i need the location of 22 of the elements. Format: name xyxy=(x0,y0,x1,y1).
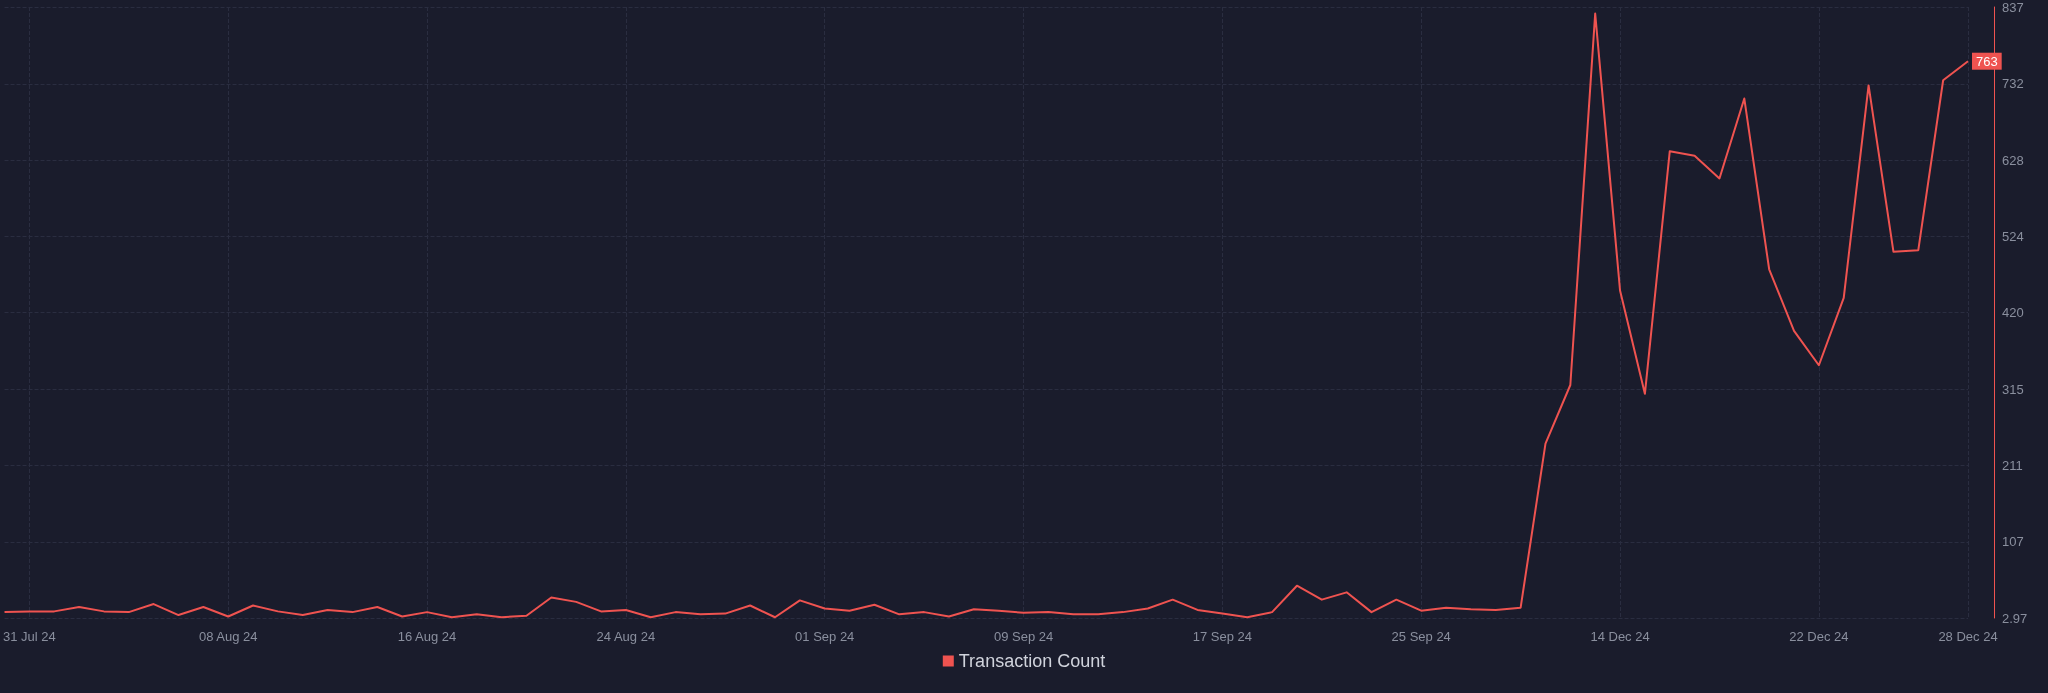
y-tick-label: 2.97 xyxy=(2002,610,2028,626)
x-tick-label: 16 Aug 24 xyxy=(397,629,457,644)
y-tick-label: 732 xyxy=(2002,76,2024,92)
x-tick-label: 24 Aug 24 xyxy=(596,629,656,644)
x-tick-label: 14 Dec 24 xyxy=(1590,629,1650,644)
data-label: 763 xyxy=(1976,53,1998,69)
y-tick-label: 315 xyxy=(2002,381,2024,397)
y-tick-label: 628 xyxy=(2002,152,2024,168)
y-tick-label: 524 xyxy=(2002,228,2024,244)
x-tick-label: 22 Dec 24 xyxy=(1789,629,1849,644)
legend-label: Transaction Count xyxy=(958,651,1106,671)
x-tick-label: 31 Jul 24 xyxy=(3,629,56,644)
x-tick-label: 01 Sep 24 xyxy=(795,629,855,644)
x-tick-label: 28 Dec 24 xyxy=(1938,629,1998,644)
x-tick-label: 08 Aug 24 xyxy=(198,629,258,644)
y-tick-label: 107 xyxy=(2002,534,2024,550)
y-tick-label: 420 xyxy=(2002,304,2024,320)
x-tick-label: 17 Sep 24 xyxy=(1192,629,1253,644)
y-tick-label: 837 xyxy=(2002,0,2024,15)
x-tick-label: 09 Sep 24 xyxy=(993,629,1054,644)
x-tick-label: 25 Sep 24 xyxy=(1391,629,1451,644)
y-tick-label: 211 xyxy=(2002,458,2023,474)
